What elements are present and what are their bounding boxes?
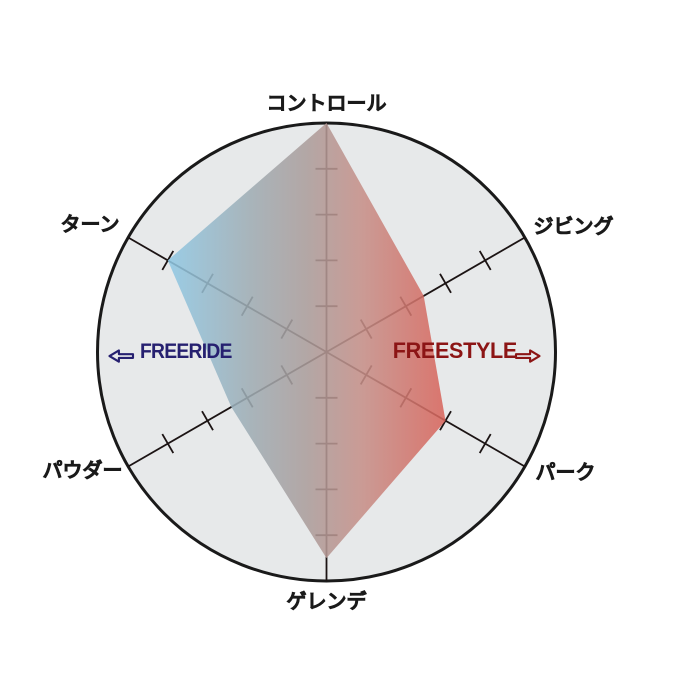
svg-text:FREESTYLE: FREESTYLE xyxy=(393,338,517,363)
svg-text:FREERIDE: FREERIDE xyxy=(140,340,232,363)
svg-text:パウダー: パウダー xyxy=(43,458,123,482)
svg-text:ジビング: ジビング xyxy=(534,214,614,238)
svg-text:コントロール: コントロール xyxy=(267,93,387,115)
svg-text:ターン: ターン xyxy=(61,213,120,236)
svg-text:パーク: パーク xyxy=(536,461,596,484)
svg-text:ゲレンデ: ゲレンデ xyxy=(287,589,368,613)
